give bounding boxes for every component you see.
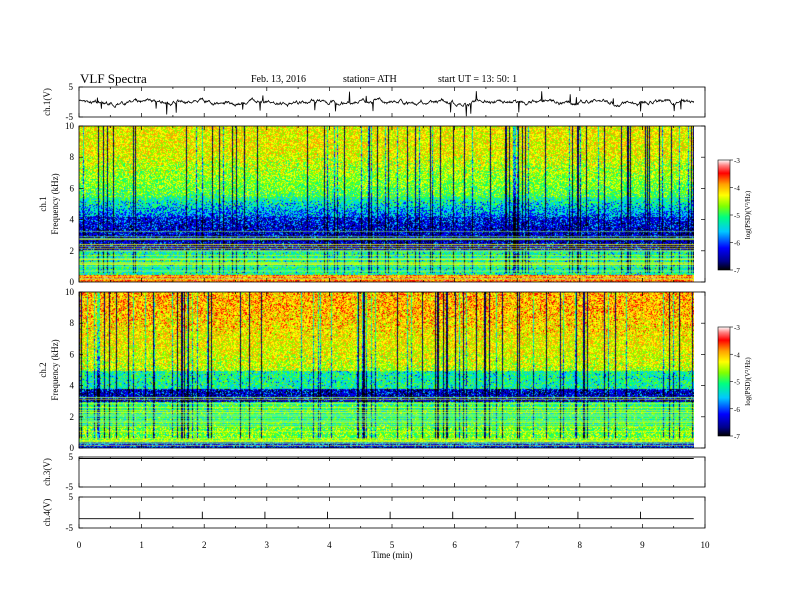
colorbar-label: log(PSD)(V²/Hz) xyxy=(744,190,752,239)
ytick-label: 6 xyxy=(70,183,75,193)
xtick-label: 8 xyxy=(578,540,583,550)
colorbar-tick-label: -6 xyxy=(734,240,740,248)
y-axis-channel-label: ch.2 xyxy=(38,362,48,377)
colorbar-label: log(PSD)(V²/Hz) xyxy=(744,357,752,406)
station-label: station= ATH xyxy=(343,74,397,85)
ytick-label: 2 xyxy=(70,246,75,256)
colorbar-tick-label: -3 xyxy=(734,324,740,332)
ytick-label: -5 xyxy=(66,112,74,122)
panel-frame-w3 xyxy=(78,456,706,488)
colorbars: -3 -4 -5 -6 -7 log(PSD)(V²/Hz) -3 -4 -5 -6 -7 log(P… xyxy=(717,157,752,441)
y-axis-label: Frequency (kHz) xyxy=(50,339,60,400)
xtick-label: 3 xyxy=(265,540,270,550)
xtick-label: 4 xyxy=(327,540,332,550)
ytick-label: 4 xyxy=(70,381,75,391)
ytick-label: 0 xyxy=(70,277,75,287)
xtick-label: 5 xyxy=(390,540,395,550)
xtick-label: 6 xyxy=(452,540,457,550)
x-axis-label: Time (min) xyxy=(372,550,413,560)
xtick-label: 1 xyxy=(139,540,144,550)
ytick-label: 10 xyxy=(65,287,75,297)
colorbar-tick-label: -5 xyxy=(734,212,740,220)
ytick-label: 5 xyxy=(69,82,74,92)
spectrogram-raster xyxy=(79,292,694,448)
ytick-label: 8 xyxy=(70,318,75,328)
colorbar-2 xyxy=(717,326,731,437)
ch1-spectrogram-image xyxy=(79,126,694,282)
colorbar-tick-label: -4 xyxy=(734,185,740,193)
ytick-label: 6 xyxy=(70,349,75,359)
ytick-label: 5 xyxy=(69,492,74,502)
start-time-label: start UT = 13: 50: 1 xyxy=(438,74,518,85)
colorbar-tick-label: -3 xyxy=(734,157,740,165)
y-axis-label: ch.1(V) xyxy=(42,88,52,116)
y-axis-channel-label: ch.1 xyxy=(38,196,48,211)
ytick-label: 0 xyxy=(70,443,75,453)
ytick-label: 2 xyxy=(70,412,75,422)
ch2-spectrogram-image xyxy=(79,292,694,448)
ytick-label: -5 xyxy=(66,482,74,492)
colorbar-tick-label: -4 xyxy=(734,351,740,359)
chart-title: VLF Spectra xyxy=(80,71,147,86)
colorbar-tick-label: -6 xyxy=(734,406,740,414)
xtick-label: 10 xyxy=(701,540,711,550)
xtick-label: 0 xyxy=(77,540,82,550)
date-label: Feb. 13, 2016 xyxy=(251,74,306,85)
spectrogram-raster xyxy=(79,126,694,282)
ytick-label: 4 xyxy=(70,215,75,225)
xtick-label: 9 xyxy=(640,540,645,550)
ytick-label: 10 xyxy=(65,121,75,131)
xtick-label: 2 xyxy=(202,540,207,550)
colorbar-1 xyxy=(717,159,731,271)
colorbar-tick-label: -7 xyxy=(734,267,740,275)
y-axis-label: ch.4(V) xyxy=(42,499,52,527)
y-axis-label: Frequency (kHz) xyxy=(50,173,60,234)
xtick-label: 7 xyxy=(515,540,520,550)
ytick-label: 5 xyxy=(69,452,74,462)
colorbar-tick-label: -5 xyxy=(734,379,740,387)
axes xyxy=(78,86,706,529)
axis-labels: 5-5ch.1(V)5-5ch.3(V)5-5ch.4(V)0246810ch.… xyxy=(38,82,710,560)
waveforms xyxy=(78,91,695,520)
ch1-waveform-line xyxy=(78,91,695,117)
y-axis-label: ch.3(V) xyxy=(42,458,52,486)
ytick-label: 8 xyxy=(70,152,75,162)
ytick-label: -5 xyxy=(66,523,74,533)
panel-frame-w4 xyxy=(78,496,706,529)
colorbar-tick-label: -7 xyxy=(734,433,740,441)
